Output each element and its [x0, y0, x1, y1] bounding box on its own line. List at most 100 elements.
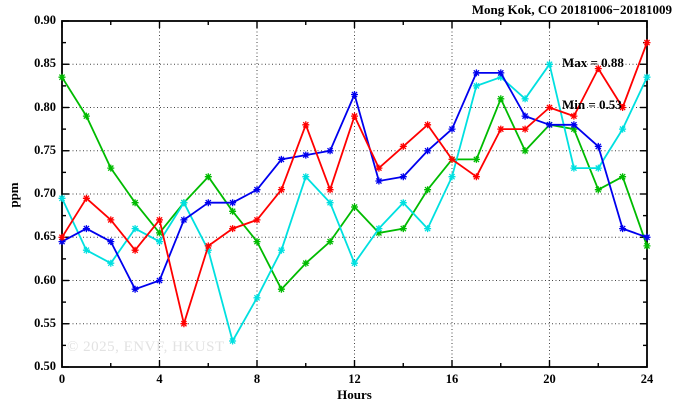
data-point-marker-green	[424, 186, 432, 194]
data-point-marker-cyan	[570, 164, 578, 172]
y-tick-label: 0.75	[34, 142, 56, 157]
data-point-marker-blue	[82, 225, 90, 233]
data-point-marker-red	[326, 186, 334, 194]
data-point-marker-green	[229, 207, 237, 215]
data-point-marker-cyan	[253, 294, 261, 302]
data-point-marker-red	[448, 155, 456, 163]
x-tick-label: 4	[156, 372, 163, 386]
data-point-marker-blue	[399, 173, 407, 181]
y-tick-label: 0.85	[34, 56, 56, 71]
data-point-marker-green	[156, 229, 163, 237]
data-point-marker-green	[107, 164, 115, 172]
data-point-marker-green	[131, 199, 139, 207]
data-point-marker-green	[204, 173, 212, 181]
data-point-marker-green	[58, 73, 66, 81]
data-point-marker-cyan	[58, 194, 66, 202]
data-point-marker-cyan	[82, 246, 90, 254]
data-point-marker-green	[326, 238, 334, 246]
data-point-marker-cyan	[497, 73, 505, 81]
x-tick-label: 20	[543, 372, 556, 386]
data-point-marker-red	[277, 186, 285, 194]
data-point-marker-blue	[131, 285, 139, 293]
x-tick-label: 16	[445, 372, 459, 386]
min-annotation: Min = 0.53	[562, 97, 622, 112]
data-point-marker-cyan	[131, 225, 139, 233]
data-point-marker-blue	[619, 225, 627, 233]
data-point-marker-cyan	[180, 199, 188, 207]
data-point-marker-red	[472, 173, 480, 181]
data-point-marker-blue	[424, 147, 432, 155]
data-point-marker-red	[82, 194, 90, 202]
data-point-marker-cyan	[375, 225, 383, 233]
max-annotation: Max = 0.88	[562, 55, 624, 70]
data-point-marker-green	[594, 186, 602, 194]
data-point-marker-red	[131, 246, 139, 254]
data-point-marker-cyan	[643, 73, 651, 81]
data-point-marker-red	[253, 216, 261, 224]
data-point-marker-blue	[180, 216, 188, 224]
data-point-marker-blue	[570, 121, 578, 129]
data-point-marker-blue	[546, 121, 553, 129]
data-point-marker-blue	[521, 112, 529, 120]
data-point-marker-cyan	[472, 82, 480, 90]
max-min-annotation: Max = 0.88 Min = 0.53	[562, 28, 624, 140]
data-point-marker-blue	[351, 91, 358, 98]
chart-title: Mong Kok, CO 20181006−20181009	[471, 2, 672, 17]
data-point-marker-green	[277, 285, 285, 293]
data-point-marker-red	[58, 233, 66, 241]
data-point-marker-red	[619, 104, 627, 111]
data-point-marker-red	[497, 125, 505, 133]
data-point-marker-blue	[375, 177, 383, 185]
data-point-marker-red	[351, 112, 358, 120]
y-tick-label: 0.50	[34, 359, 56, 373]
y-tick-label: 0.90	[34, 13, 56, 27]
data-point-marker-cyan	[546, 60, 553, 68]
data-point-marker-red	[643, 39, 651, 47]
y-tick-label: 0.65	[34, 229, 56, 244]
data-point-marker-cyan	[521, 95, 529, 103]
data-point-marker-red	[399, 142, 407, 150]
data-point-marker-blue	[594, 142, 602, 150]
data-point-marker-blue	[107, 238, 115, 246]
data-point-marker-blue	[302, 151, 310, 159]
data-point-marker-green	[643, 242, 651, 250]
data-point-marker-cyan	[619, 125, 627, 133]
data-point-marker-cyan	[399, 199, 407, 207]
data-point-marker-green	[253, 238, 261, 246]
data-point-marker-green	[619, 173, 627, 181]
data-point-marker-blue	[448, 125, 456, 133]
data-point-marker-cyan	[229, 337, 237, 345]
data-point-marker-green	[375, 229, 383, 237]
data-point-marker-green	[497, 95, 505, 103]
data-point-marker-blue	[253, 186, 261, 194]
data-point-marker-blue	[204, 199, 212, 207]
y-tick-label: 0.55	[34, 315, 56, 330]
data-point-marker-red	[107, 216, 115, 224]
data-point-marker-green	[521, 147, 529, 155]
data-point-marker-blue	[643, 233, 651, 241]
y-tick-label: 0.80	[34, 99, 56, 114]
data-point-marker-cyan	[302, 173, 310, 181]
data-point-marker-red	[424, 121, 432, 129]
data-point-marker-green	[351, 203, 358, 211]
plot-border	[61, 20, 648, 368]
y-tick-label: 0.70	[34, 186, 56, 200]
data-point-marker-red	[204, 242, 212, 250]
data-point-marker-red	[375, 164, 383, 172]
data-point-marker-red	[180, 320, 188, 328]
data-point-marker-blue	[326, 147, 334, 155]
x-tick-label: 24	[640, 372, 654, 386]
data-point-marker-green	[399, 225, 407, 233]
data-point-marker-red	[521, 125, 529, 133]
data-point-marker-green	[82, 112, 90, 120]
data-point-marker-cyan	[156, 238, 163, 246]
data-point-marker-green	[472, 155, 480, 163]
data-point-marker-green	[570, 125, 578, 133]
data-point-marker-blue	[229, 199, 237, 207]
y-tick-label: 0.60	[34, 272, 56, 287]
data-point-marker-cyan	[326, 199, 334, 207]
x-tick-label: 12	[348, 372, 361, 386]
data-point-marker-blue	[497, 69, 505, 77]
data-point-marker-blue	[58, 238, 66, 246]
